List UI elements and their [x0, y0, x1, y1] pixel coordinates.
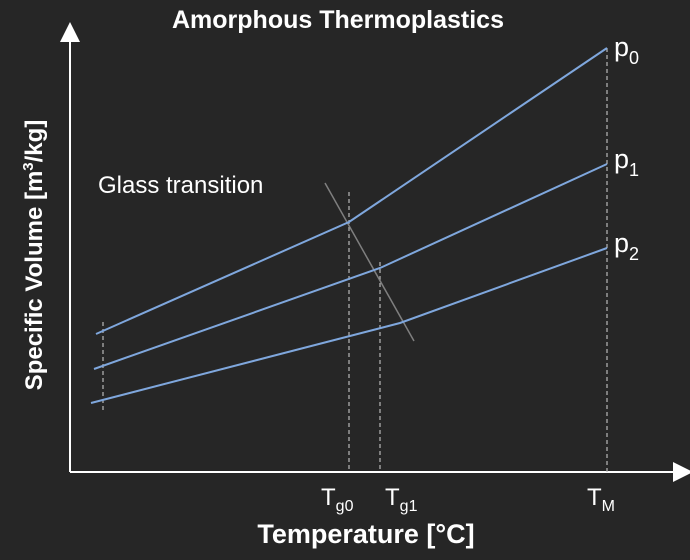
tick-label-tm: TM [587, 484, 615, 515]
curve-label-p1: p1 [614, 144, 639, 180]
curve-p1 [93, 163, 608, 370]
glass-transition-label: Glass transition [98, 172, 263, 199]
curve-p0 [95, 47, 608, 335]
glass-transition-line [324, 182, 415, 342]
curve-label-p2: p2 [614, 228, 639, 264]
y-axis-title: Specific Volume [m3/kg] [20, 120, 48, 391]
diagram-title: Amorphous Thermoplastics [172, 6, 504, 34]
tick-label-tg0: Tg0 [321, 484, 354, 515]
tick-label-tg1: Tg1 [385, 484, 418, 515]
x-axis-title: Temperature [°C] [257, 519, 474, 549]
curve-p2 [90, 247, 608, 404]
curve-label-p0: p0 [614, 32, 639, 68]
